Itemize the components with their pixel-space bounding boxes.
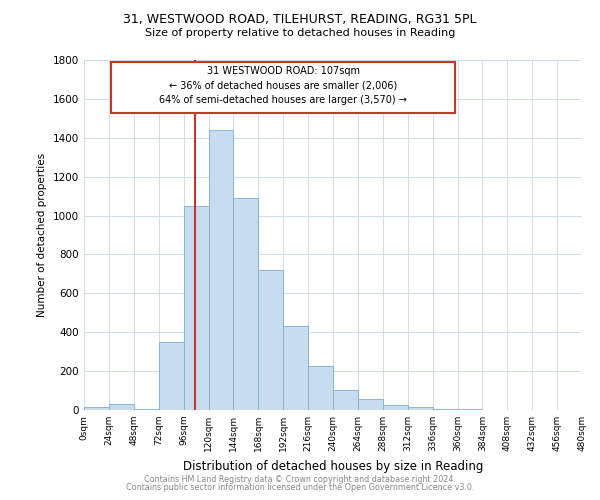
Text: 31 WESTWOOD ROAD: 107sqm: 31 WESTWOOD ROAD: 107sqm: [207, 66, 360, 76]
Bar: [159, 342, 184, 410]
Bar: [111, 62, 455, 112]
Bar: [184, 206, 209, 410]
Bar: [283, 326, 308, 410]
Text: 64% of semi-detached houses are larger (3,570) →: 64% of semi-detached houses are larger (…: [159, 94, 407, 104]
Text: Contains HM Land Registry data © Crown copyright and database right 2024.: Contains HM Land Registry data © Crown c…: [144, 475, 456, 484]
X-axis label: Distribution of detached houses by size in Reading: Distribution of detached houses by size …: [183, 460, 483, 472]
Bar: [209, 130, 233, 410]
Bar: [433, 409, 458, 410]
Bar: [134, 409, 159, 410]
Bar: [84, 407, 109, 410]
Bar: [308, 366, 333, 410]
Bar: [233, 198, 259, 410]
Bar: [408, 407, 433, 410]
Y-axis label: Number of detached properties: Number of detached properties: [37, 153, 47, 317]
Text: Contains public sector information licensed under the Open Government Licence v3: Contains public sector information licen…: [126, 484, 474, 492]
Bar: [358, 400, 383, 410]
Text: Size of property relative to detached houses in Reading: Size of property relative to detached ho…: [145, 28, 455, 38]
Bar: [333, 390, 358, 410]
Bar: [109, 404, 134, 410]
Text: ← 36% of detached houses are smaller (2,006): ← 36% of detached houses are smaller (2,…: [169, 80, 397, 90]
Text: 31, WESTWOOD ROAD, TILEHURST, READING, RG31 5PL: 31, WESTWOOD ROAD, TILEHURST, READING, R…: [123, 12, 477, 26]
Bar: [383, 405, 408, 410]
Bar: [259, 270, 283, 410]
